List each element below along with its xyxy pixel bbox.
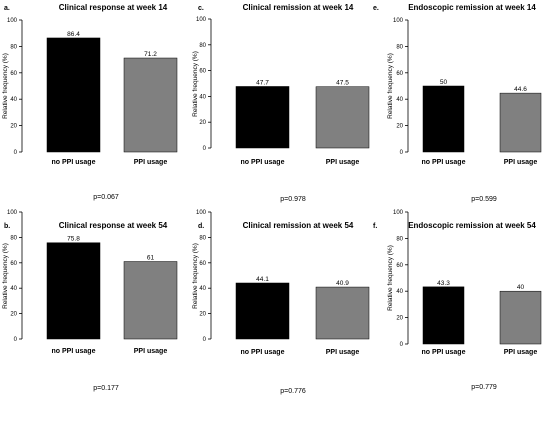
y-tick-label: 20 bbox=[199, 120, 206, 126]
x-category-label: no PPI usage bbox=[52, 159, 96, 166]
x-category-label: PPI usage bbox=[504, 159, 538, 166]
y-tick-label: 20 bbox=[10, 312, 17, 318]
y-tick-label: 60 bbox=[10, 71, 17, 77]
x-category-label: PPI usage bbox=[504, 349, 538, 356]
y-tick-label: 80 bbox=[199, 235, 206, 241]
bar-no-ppi bbox=[46, 242, 101, 340]
bar-no-ppi bbox=[235, 86, 290, 149]
x-category-label: no PPI usage bbox=[422, 349, 466, 356]
y-axis-label: Relative frequency (%) bbox=[2, 53, 9, 119]
y-axis-label: Relative frequency (%) bbox=[387, 53, 394, 119]
x-category-label: no PPI usage bbox=[52, 348, 96, 355]
y-tick-label: 100 bbox=[7, 18, 18, 24]
y-tick-label: 20 bbox=[396, 124, 403, 130]
bar-no-ppi bbox=[235, 282, 290, 340]
bar-ppi bbox=[499, 92, 542, 153]
y-tick-label: 60 bbox=[396, 263, 403, 269]
y-tick-label: 0 bbox=[203, 146, 207, 152]
bar-value-label: 44.1 bbox=[256, 276, 269, 283]
bar-ppi bbox=[123, 261, 178, 340]
chart-title: Endoscopic remission at week 54 bbox=[408, 221, 536, 230]
y-tick-label: 20 bbox=[199, 312, 206, 318]
bar-no-ppi bbox=[422, 85, 465, 153]
chart-title: Clinical remission at week 54 bbox=[243, 221, 354, 230]
y-tick-label: 100 bbox=[393, 18, 404, 24]
y-tick-label: 80 bbox=[10, 44, 17, 50]
bar-value-label: 50 bbox=[440, 79, 448, 86]
panel-letter: f. bbox=[373, 223, 377, 230]
y-tick-label: 60 bbox=[396, 71, 403, 77]
panel-letter: b. bbox=[4, 223, 10, 230]
y-tick-label: 100 bbox=[7, 210, 18, 216]
y-tick-label: 80 bbox=[199, 43, 206, 49]
p-value: p=0.776 bbox=[280, 388, 306, 395]
bar-value-label: 40 bbox=[517, 284, 525, 291]
bar-value-label: 75.8 bbox=[67, 236, 80, 243]
bar-value-label: 47.7 bbox=[256, 79, 269, 86]
y-tick-label: 0 bbox=[203, 337, 207, 343]
x-category-label: no PPI usage bbox=[422, 159, 466, 166]
y-tick-label: 40 bbox=[199, 94, 206, 100]
y-tick-label: 100 bbox=[196, 210, 207, 216]
bar-value-label: 43.3 bbox=[437, 280, 450, 287]
y-tick-label: 40 bbox=[10, 286, 17, 292]
x-category-label: PPI usage bbox=[134, 348, 168, 355]
panel-letter: d. bbox=[198, 223, 204, 230]
y-axis-label: Relative frequency (%) bbox=[387, 245, 394, 311]
bar-value-label: 47.5 bbox=[336, 80, 349, 87]
bar-value-label: 40.9 bbox=[336, 280, 349, 287]
y-axis-label: Relative frequency (%) bbox=[192, 243, 199, 309]
y-tick-label: 80 bbox=[10, 235, 17, 241]
p-value: p=0.779 bbox=[471, 384, 497, 391]
bar-value-label: 61 bbox=[147, 255, 155, 262]
p-value: p=0.067 bbox=[93, 194, 119, 201]
bar-value-label: 44.6 bbox=[514, 86, 527, 93]
x-category-label: PPI usage bbox=[326, 159, 360, 166]
chart-title: Endoscopic remission at week 14 bbox=[408, 3, 536, 12]
chart-title: Clinical response at week 14 bbox=[59, 3, 168, 12]
y-tick-label: 80 bbox=[396, 236, 403, 242]
y-tick-label: 60 bbox=[199, 261, 206, 267]
chart-title: Clinical remission at week 14 bbox=[243, 3, 354, 12]
bar-value-label: 86.4 bbox=[67, 31, 80, 38]
bar-ppi bbox=[315, 286, 370, 340]
x-category-label: no PPI usage bbox=[241, 349, 285, 356]
y-axis-label: Relative frequency (%) bbox=[192, 51, 199, 117]
y-tick-label: 20 bbox=[10, 124, 17, 130]
chart-title: Clinical response at week 54 bbox=[59, 221, 168, 230]
x-category-label: no PPI usage bbox=[241, 159, 285, 166]
p-value: p=0.978 bbox=[280, 196, 306, 203]
y-axis-label: Relative frequency (%) bbox=[2, 243, 9, 309]
y-tick-label: 40 bbox=[199, 286, 206, 292]
bar-ppi bbox=[315, 86, 370, 149]
bar-ppi bbox=[123, 57, 178, 153]
p-value: p=0.177 bbox=[93, 385, 119, 392]
bar-no-ppi bbox=[422, 286, 465, 345]
y-tick-label: 40 bbox=[10, 97, 17, 103]
y-tick-label: 40 bbox=[396, 97, 403, 103]
panel-letter: e. bbox=[373, 5, 379, 12]
panel-letter: a. bbox=[4, 5, 10, 12]
panel-letter: c. bbox=[198, 5, 204, 12]
y-tick-label: 0 bbox=[14, 150, 18, 156]
bar-ppi bbox=[499, 290, 542, 345]
y-tick-label: 0 bbox=[14, 337, 18, 343]
y-tick-label: 60 bbox=[199, 69, 206, 75]
y-tick-label: 0 bbox=[400, 150, 404, 156]
x-category-label: PPI usage bbox=[134, 159, 168, 166]
y-tick-label: 60 bbox=[10, 261, 17, 267]
y-tick-label: 0 bbox=[400, 342, 404, 348]
bar-no-ppi bbox=[46, 37, 101, 153]
y-tick-label: 20 bbox=[396, 316, 403, 322]
y-tick-label: 100 bbox=[393, 210, 404, 216]
y-tick-label: 40 bbox=[396, 289, 403, 295]
bar-value-label: 71.2 bbox=[144, 51, 157, 58]
y-tick-label: 80 bbox=[396, 44, 403, 50]
x-category-label: PPI usage bbox=[326, 349, 360, 356]
y-tick-label: 100 bbox=[196, 17, 207, 23]
p-value: p=0.599 bbox=[471, 196, 497, 203]
